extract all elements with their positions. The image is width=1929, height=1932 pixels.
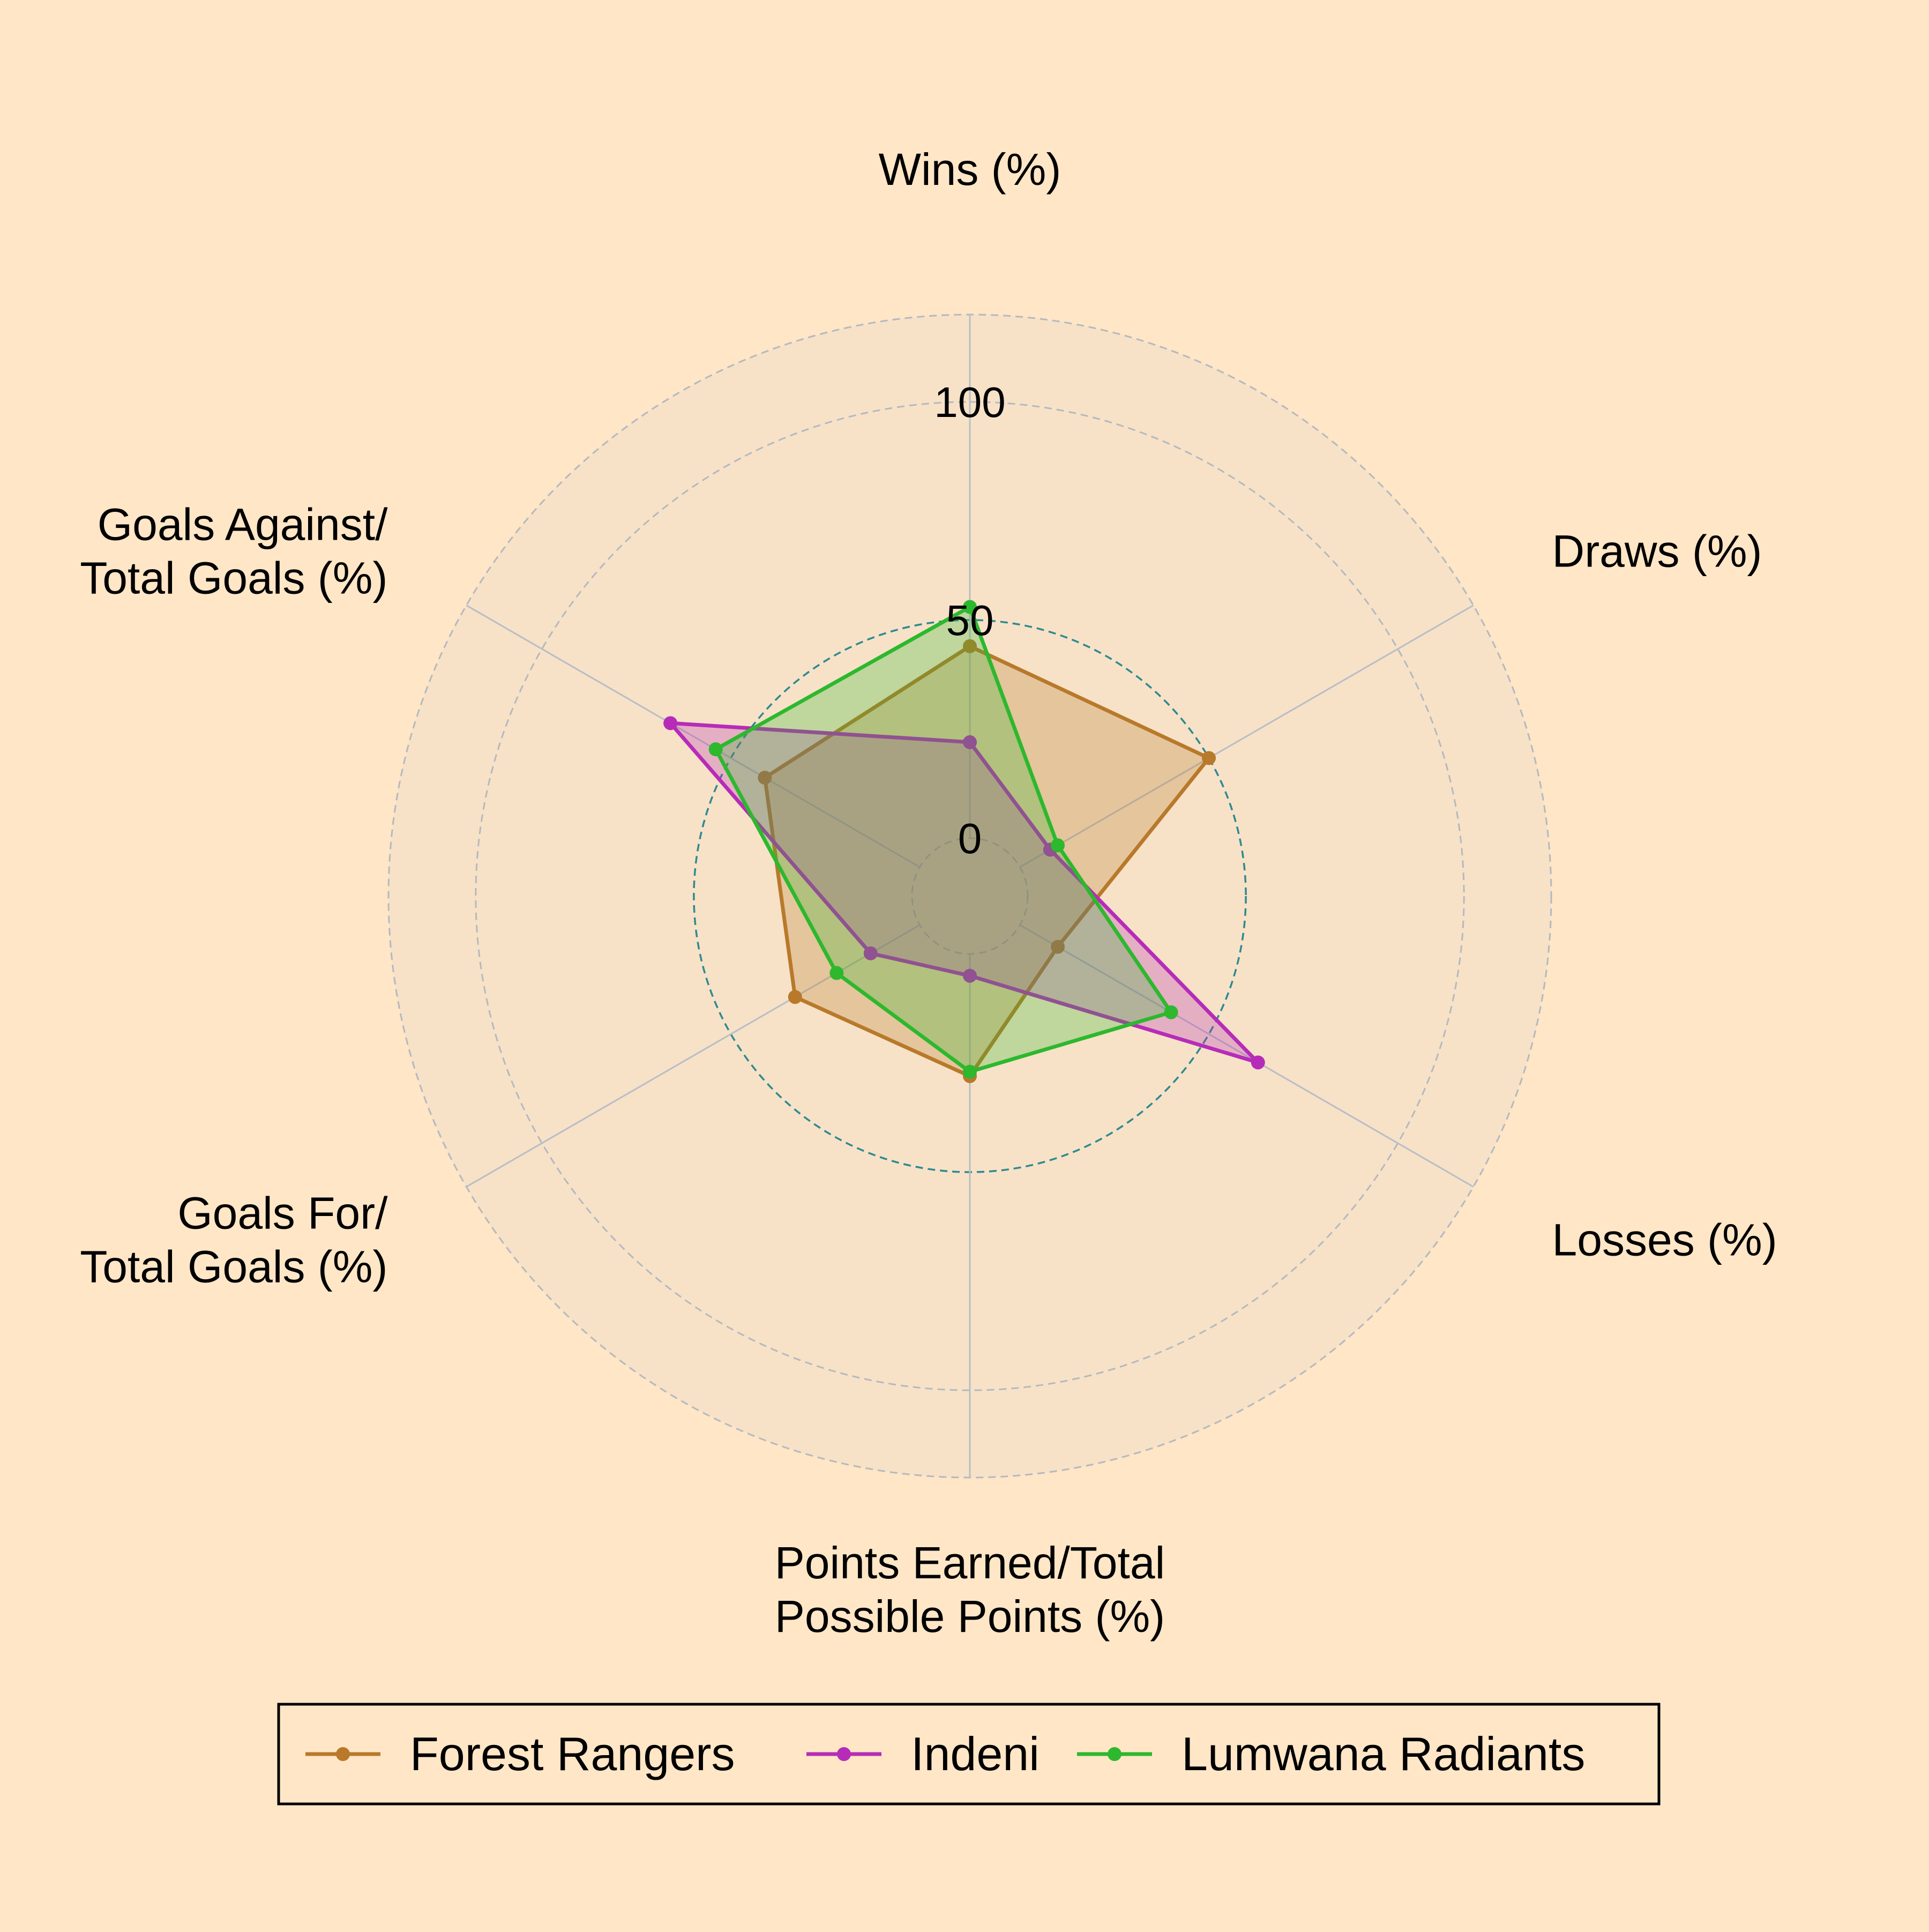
data-point-indeni-5 [663, 716, 678, 730]
axis-label-2-line-0: Losses (%) [1552, 1215, 1777, 1265]
plot-area [388, 315, 1551, 1478]
data-point-indeni-4 [863, 946, 878, 960]
spoke-5 [466, 605, 921, 868]
spoke-4 [466, 924, 921, 1188]
spoke-1 [1019, 605, 1474, 868]
data-point-indeni-0 [963, 735, 977, 749]
axis-label-3-line-1: Possible Points (%) [775, 1591, 1165, 1642]
series-fill-forest-rangers [765, 646, 1209, 1076]
legend-label-lumwana-radiants: Lumwana Radiants [1182, 1727, 1585, 1780]
data-point-lumwana-radiants-4 [829, 966, 844, 980]
legend-marker-lumwana-radiants [1108, 1747, 1121, 1761]
data-point-forest-rangers-5 [758, 771, 772, 785]
data-point-forest-rangers-2 [1051, 939, 1065, 954]
data-point-forest-rangers-4 [788, 990, 802, 1004]
series-fill-lumwana-radiants [715, 607, 1171, 1072]
axis-label-3-line-0: Points Earned/Total [775, 1538, 1165, 1588]
axis-label-4-line-1: Total Goals (%) [80, 1242, 387, 1292]
legend-marker-indeni [837, 1747, 851, 1761]
axis-label-1-line-0: Draws (%) [1552, 526, 1762, 577]
radial-tick-label-100: 100 [934, 378, 1005, 426]
gridline-circle-100 [475, 401, 1465, 1391]
data-point-lumwana-radiants-2 [1164, 1005, 1178, 1019]
axis-label-0-line-0: Wins (%) [879, 144, 1061, 195]
series-layer [663, 600, 1265, 1083]
radial-tick-label-0: 0 [958, 815, 982, 862]
legend-label-forest-rangers: Forest Rangers [410, 1727, 735, 1780]
data-point-lumwana-radiants-0 [963, 600, 977, 614]
spoke-2 [1019, 924, 1474, 1188]
series-fill-indeni [670, 723, 1258, 1063]
axis-label-5-line-1: Total Goals (%) [80, 553, 387, 603]
axis-label-4-line-0: Goals For/ [177, 1188, 388, 1239]
data-point-lumwana-radiants-5 [708, 742, 723, 757]
legend-box [277, 1703, 1661, 1806]
data-point-indeni-3 [963, 968, 977, 983]
data-point-indeni-2 [1251, 1055, 1265, 1070]
label-layer: 0 50 100 Wins (%) Draws (%) Losses (%) Points … [80, 144, 1777, 1642]
data-point-lumwana-radiants-3 [963, 1064, 977, 1079]
grid [387, 314, 1552, 1479]
legend-label-indeni: Indeni [911, 1727, 1040, 1780]
axis-label-5-line-0: Goals Against/ [98, 499, 388, 550]
plot-disk [388, 315, 1551, 1478]
data-point-forest-rangers-0 [963, 639, 977, 653]
radial-tick-label-50: 50 [946, 596, 994, 644]
data-point-forest-rangers-1 [1202, 751, 1216, 765]
legend-marker-forest-rangers [336, 1747, 350, 1761]
data-point-lumwana-radiants-1 [1051, 838, 1065, 853]
legend: Forest Rangers Indeni Lumwana Radiants [277, 1703, 1661, 1806]
